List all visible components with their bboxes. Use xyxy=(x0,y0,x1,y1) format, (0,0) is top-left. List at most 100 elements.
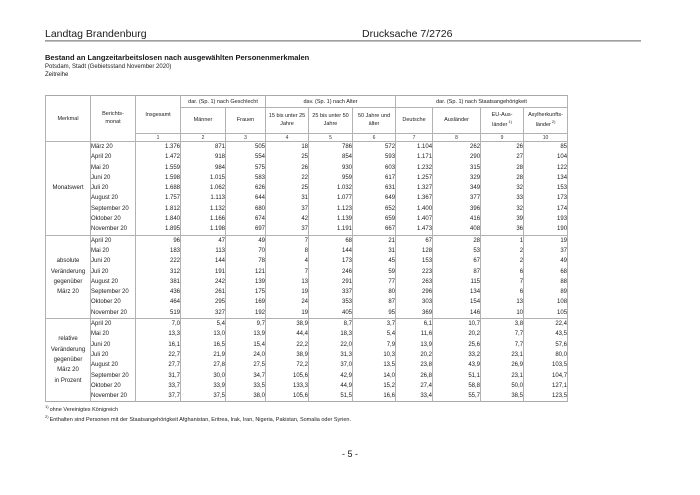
value-cell: 984 xyxy=(180,162,226,173)
value-cell: 33 xyxy=(480,193,525,204)
value-cell: 108 xyxy=(523,297,569,308)
value-cell: 649 xyxy=(351,193,397,204)
value-cell: 37,7 xyxy=(135,391,181,402)
value-cell: 27,5 xyxy=(225,360,266,371)
value-cell: 23,8 xyxy=(395,360,434,371)
value-cell: 1.166 xyxy=(180,214,226,225)
footnote-2-text: Enthalten sind Personen mit der Staatsan… xyxy=(49,416,352,423)
value-cell: 80,0 xyxy=(523,349,569,361)
value-cell: 144 xyxy=(308,245,353,257)
value-cell: 23,1 xyxy=(480,370,525,381)
value-cell: 11,6 xyxy=(395,329,434,340)
value-cell: 104,7 xyxy=(523,370,569,381)
value-cell: 193 xyxy=(523,214,569,225)
value-cell: 3,8 xyxy=(480,318,525,330)
value-cell: 67 xyxy=(432,256,482,267)
value-cell: 381 xyxy=(135,276,181,288)
table-row: September 20 436 261 175 19 337 80 296 134 6 89 xyxy=(46,287,569,298)
value-cell: 122 xyxy=(523,162,569,173)
value-cell: 405 xyxy=(308,307,353,319)
value-cell: 854 xyxy=(308,152,353,163)
value-cell: 85 xyxy=(523,141,569,153)
value-cell: 37 xyxy=(265,224,309,236)
value-cell: 146 xyxy=(432,307,482,319)
value-cell: 408 xyxy=(432,224,482,236)
value-cell: 1.171 xyxy=(395,152,434,163)
value-cell: 8,7 xyxy=(308,318,353,330)
value-cell: 70 xyxy=(225,245,266,257)
value-cell: 8 xyxy=(265,245,309,257)
value-cell: 593 xyxy=(351,152,397,163)
value-cell: 33,2 xyxy=(432,349,482,361)
col-header-eu-auslaender: EU-Aus- länder1) xyxy=(480,107,525,134)
value-cell: 78 xyxy=(225,256,266,267)
value-cell: 58,8 xyxy=(432,380,482,392)
value-cell: 1.113 xyxy=(180,193,226,204)
value-cell: 7 xyxy=(265,234,309,246)
column-number-8: 8 xyxy=(432,133,482,142)
value-cell: 329 xyxy=(432,172,482,184)
month-cell: Juli 20 xyxy=(90,183,136,194)
value-cell: 1.757 xyxy=(135,193,181,204)
page-number: - 5 - xyxy=(341,449,358,459)
value-cell: 1.559 xyxy=(135,162,181,173)
value-cell: 7,7 xyxy=(480,339,525,350)
value-cell: 9,7 xyxy=(225,318,266,330)
value-cell: 37 xyxy=(523,245,569,257)
value-cell: 128 xyxy=(395,245,434,257)
table-row: Juni 20 1.598 1.015 583 22 959 617 1.257 329 28 13… xyxy=(46,172,569,184)
value-cell: 652 xyxy=(351,203,397,215)
month-cell: Oktober 20 xyxy=(90,214,136,225)
value-cell: 6 xyxy=(480,287,525,298)
value-cell: 13 xyxy=(265,276,309,288)
month-cell: Juni 20 xyxy=(90,256,136,267)
value-cell: 26 xyxy=(265,162,309,173)
table-row: Oktober 20 464 295 169 24 353 87 303 154 13 108 xyxy=(46,297,569,308)
value-cell: 519 xyxy=(135,307,181,319)
header-rule xyxy=(45,39,641,42)
value-cell: 303 xyxy=(395,297,434,308)
value-cell: 134 xyxy=(432,287,482,298)
value-cell: 55,7 xyxy=(432,391,482,402)
month-cell: April 20 xyxy=(90,152,136,163)
value-cell: 2 xyxy=(480,256,525,267)
value-cell: 33,4 xyxy=(395,391,434,402)
value-cell: 38,5 xyxy=(480,391,525,402)
table-row: Oktober 20 1.840 1.166 674 42 1.139 659 1.407 41… xyxy=(46,214,569,225)
value-cell: 554 xyxy=(225,152,266,163)
value-cell: 27,8 xyxy=(180,360,226,371)
value-cell: 930 xyxy=(308,162,353,173)
table-row: absolute Veränderung gegenüber März 20 Ap… xyxy=(45,234,569,319)
value-cell: 505 xyxy=(225,141,266,153)
footnote-2-marker: 2) xyxy=(45,413,49,419)
value-cell: 436 xyxy=(135,287,181,298)
col-header-deutsche: Deutsche xyxy=(395,107,434,134)
value-cell: 871 xyxy=(180,141,226,153)
table-row: Monatswert März 20 1.376 871 505 18 786 572 1.10… xyxy=(45,141,569,236)
month-cell: Juli 20 xyxy=(90,266,136,277)
value-cell: 33,9 xyxy=(180,380,226,392)
value-cell: 42,9 xyxy=(308,370,353,381)
value-cell: 5,4 xyxy=(351,329,397,340)
value-cell: 261 xyxy=(180,287,226,298)
value-cell: 103,5 xyxy=(523,360,569,371)
value-cell: 603 xyxy=(351,162,397,173)
doc-title: Bestand an Langzeitarbeitslosen nach aus… xyxy=(45,53,310,62)
value-cell: 5,4 xyxy=(180,318,226,330)
value-cell: 6,1 xyxy=(395,318,434,330)
value-cell: 68 xyxy=(308,234,353,246)
value-cell: 27 xyxy=(480,152,525,163)
value-cell: 312 xyxy=(135,266,181,277)
value-cell: 80 xyxy=(351,287,397,298)
value-cell: 19 xyxy=(265,307,309,319)
value-cell: 173 xyxy=(523,193,569,204)
value-cell: 1.139 xyxy=(308,214,353,225)
value-cell: 28 xyxy=(480,172,525,184)
value-cell: 25 xyxy=(265,183,309,194)
value-cell: 59 xyxy=(351,266,397,277)
value-cell: 1.400 xyxy=(395,203,434,215)
table-row: November 20 37,7 37,5 38,0 105,6 51,5 16,6 33,4… xyxy=(46,391,569,402)
value-cell: 19 xyxy=(265,287,309,298)
column-number-4: 4 xyxy=(265,133,309,142)
value-cell: 20,2 xyxy=(432,329,482,340)
